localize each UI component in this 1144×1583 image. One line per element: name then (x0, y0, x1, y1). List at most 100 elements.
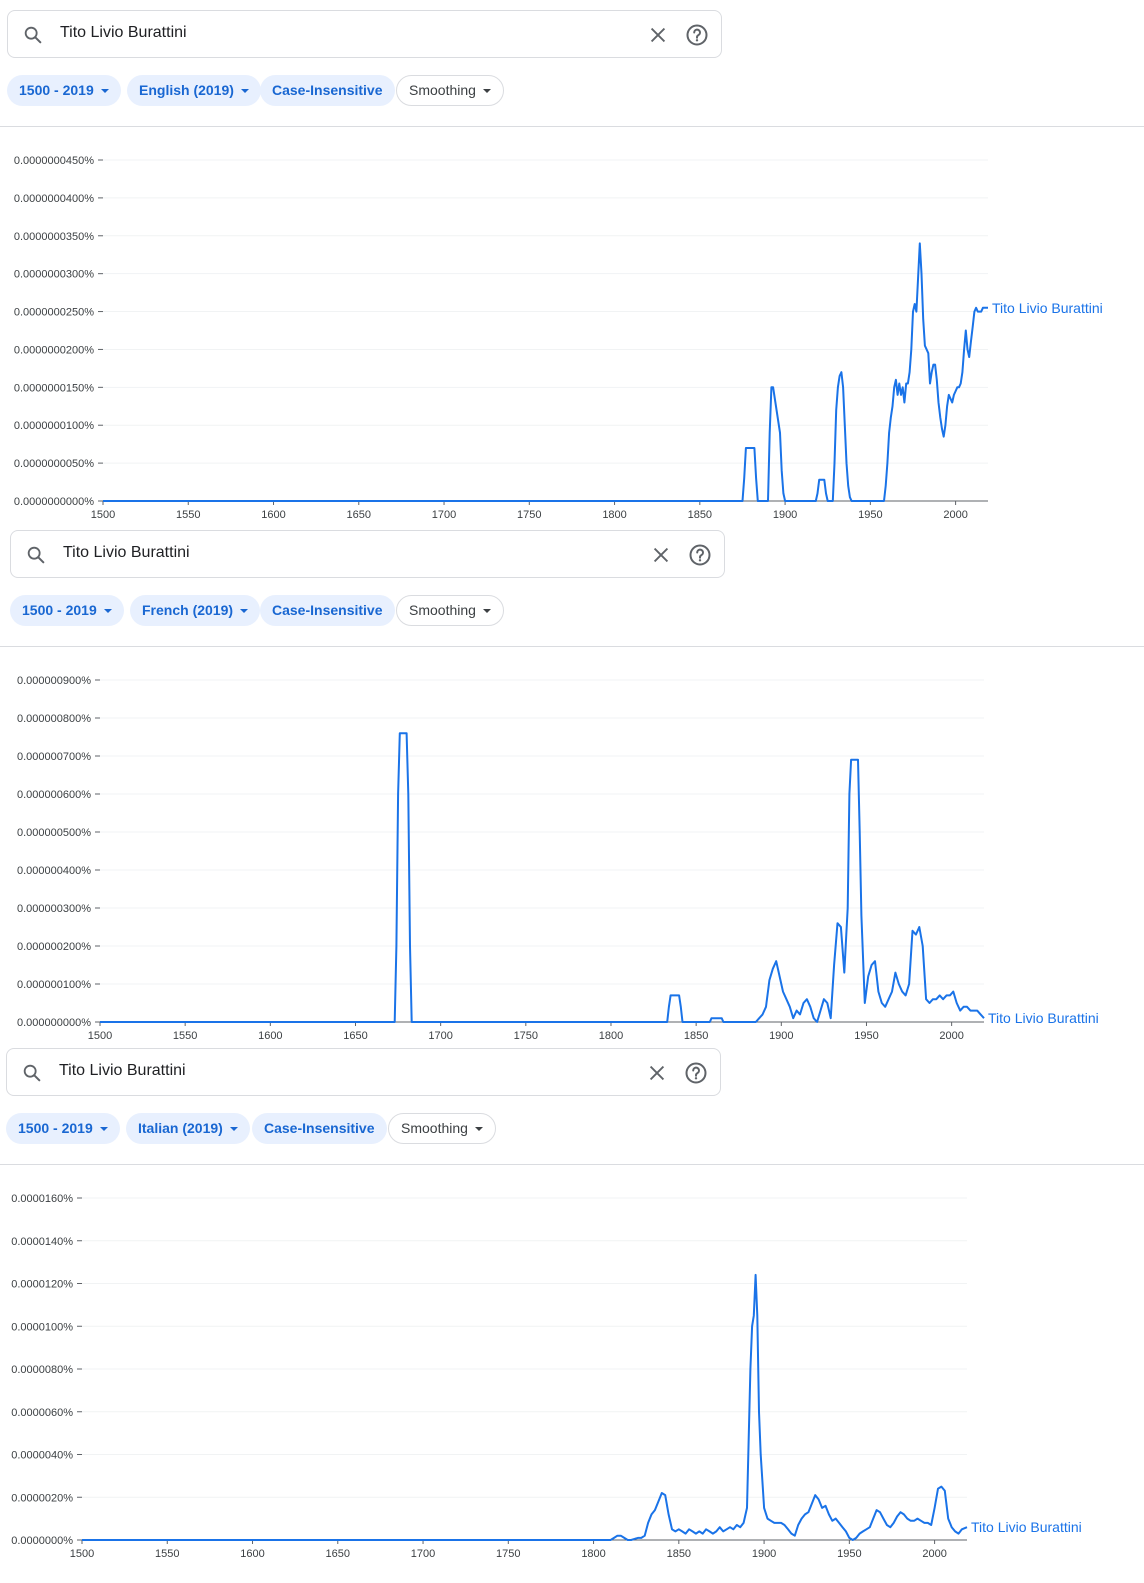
y-tick-label: 0.0000000050% (14, 458, 94, 470)
smoothing-dropdown[interactable]: Smoothing (396, 75, 504, 106)
y-tick-label: 0.0000000400% (14, 193, 94, 205)
case-insensitive-toggle[interactable]: Case-Insensitive (260, 75, 395, 106)
y-tick-label: 0.0000060% (11, 1407, 73, 1419)
chevron-down-icon (229, 1127, 238, 1132)
chevron-down-icon (99, 1127, 108, 1132)
series-line[interactable] (103, 242, 988, 502)
case-label: Case-Insensitive (272, 602, 383, 618)
year-range-label: 1500 - 2019 (19, 82, 94, 98)
chevron-down-icon (482, 609, 491, 614)
y-tick-label: 0.0000000100% (14, 420, 94, 432)
x-tick-label: 1500 (88, 1030, 112, 1042)
ngram-panel-french: Tito Livio Burattini 1500 - 2019 French … (0, 520, 1144, 1042)
y-tick-label: 0.0000120% (11, 1279, 73, 1291)
series-label[interactable]: Tito Livio Burattini (971, 1519, 1082, 1535)
x-tick-label: 1600 (258, 1030, 282, 1042)
y-tick-label: 0.0000020% (11, 1492, 73, 1504)
divider (0, 126, 1144, 127)
case-insensitive-toggle[interactable]: Case-Insensitive (252, 1113, 387, 1144)
year-range-label: 1500 - 2019 (22, 602, 97, 618)
corpus-dropdown[interactable]: French (2019) (130, 595, 261, 626)
x-tick-label: 1900 (769, 1030, 793, 1042)
y-tick-label: 0.000000100% (17, 979, 91, 991)
case-insensitive-toggle[interactable]: Case-Insensitive (260, 595, 395, 626)
x-tick-label: 1900 (773, 509, 797, 521)
y-tick-label: 0.0000000350% (14, 231, 94, 243)
series-line[interactable] (82, 1273, 968, 1541)
x-tick-label: 1850 (667, 1548, 691, 1560)
y-tick-label: 0.0000140% (11, 1236, 73, 1248)
x-tick-label: 1600 (240, 1548, 264, 1560)
y-tick-label: 0.000000900% (17, 675, 91, 687)
help-icon[interactable] (685, 23, 709, 47)
x-tick-label: 1600 (261, 509, 285, 521)
series-label[interactable]: Tito Livio Burattini (988, 1010, 1099, 1026)
x-tick-label: 1500 (91, 509, 115, 521)
search-input[interactable]: Tito Livio Burattini (59, 1062, 186, 1079)
y-tick-label: 0.000000200% (17, 941, 91, 953)
divider (0, 1164, 1144, 1165)
x-tick-label: 1650 (347, 509, 371, 521)
x-tick-label: 1750 (517, 509, 541, 521)
chevron-down-icon (482, 89, 491, 94)
search-bar[interactable]: Tito Livio Burattini (6, 1048, 721, 1096)
close-icon[interactable] (647, 24, 669, 46)
search-bar[interactable]: Tito Livio Burattini (7, 10, 722, 58)
smoothing-dropdown[interactable]: Smoothing (396, 595, 504, 626)
search-bar[interactable]: Tito Livio Burattini (10, 530, 725, 578)
x-tick-label: 1950 (837, 1548, 861, 1560)
search-input[interactable]: Tito Livio Burattini (63, 544, 190, 561)
y-tick-label: 0.0000000450% (14, 155, 94, 167)
y-tick-label: 0.0000000000% (14, 496, 94, 508)
search-icon (27, 546, 45, 564)
year-range-dropdown[interactable]: 1500 - 2019 (7, 75, 121, 106)
y-tick-label: 0.0000160% (11, 1193, 73, 1205)
chevron-down-icon (100, 89, 109, 94)
x-tick-label: 1800 (581, 1548, 605, 1560)
close-icon[interactable] (650, 544, 672, 566)
x-tick-label: 2000 (943, 509, 967, 521)
year-range-dropdown[interactable]: 1500 - 2019 (10, 595, 124, 626)
case-label: Case-Insensitive (272, 82, 383, 98)
x-tick-label: 1550 (176, 509, 200, 521)
x-tick-label: 1750 (514, 1030, 538, 1042)
x-tick-label: 1650 (326, 1548, 350, 1560)
y-tick-label: 0.0000040% (11, 1450, 73, 1462)
search-input[interactable]: Tito Livio Burattini (60, 24, 187, 41)
corpus-label: French (2019) (142, 602, 234, 618)
x-tick-label: 1550 (173, 1030, 197, 1042)
x-tick-label: 1500 (70, 1548, 94, 1560)
y-tick-label: 0.0000000200% (14, 344, 94, 356)
y-tick-label: 0.0000080% (11, 1364, 73, 1376)
ngram-panel-italian: Tito Livio Burattini 1500 - 2019 Italian… (0, 1040, 1144, 1583)
help-icon[interactable] (688, 543, 712, 567)
chevron-down-icon (474, 1127, 483, 1132)
ngram-chart: 0.000000000% 0.000000100% 0.000000200% 0.00… (17, 675, 1099, 1042)
x-tick-label: 1650 (343, 1030, 367, 1042)
ngram-chart: 0.0000000000% 0.0000000050% 0.0000000100% 0… (14, 155, 1103, 521)
close-icon[interactable] (646, 1062, 668, 1084)
year-range-label: 1500 - 2019 (18, 1120, 93, 1136)
ngram-chart: 0.0000000% 0.0000020% 0.0000040% 0.0000060%… (11, 1193, 1082, 1560)
x-tick-label: 2000 (922, 1548, 946, 1560)
year-range-dropdown[interactable]: 1500 - 2019 (6, 1113, 120, 1144)
search-icon (23, 1064, 41, 1082)
x-tick-label: 1850 (688, 509, 712, 521)
y-tick-label: 0.0000000% (11, 1535, 73, 1547)
help-icon[interactable] (684, 1061, 708, 1085)
smoothing-label: Smoothing (409, 602, 476, 618)
corpus-dropdown[interactable]: English (2019) (127, 75, 261, 106)
series-label[interactable]: Tito Livio Burattini (992, 300, 1103, 316)
x-tick-label: 1700 (428, 1030, 452, 1042)
search-icon (24, 26, 42, 44)
series-line[interactable] (100, 732, 985, 1023)
x-tick-label: 1950 (854, 1030, 878, 1042)
y-tick-label: 0.0000000250% (14, 307, 94, 319)
x-tick-label: 1750 (496, 1548, 520, 1560)
y-tick-label: 0.000000700% (17, 751, 91, 763)
smoothing-dropdown[interactable]: Smoothing (388, 1113, 496, 1144)
x-tick-label: 1850 (684, 1030, 708, 1042)
chevron-down-icon (240, 89, 249, 94)
x-tick-label: 1950 (858, 509, 882, 521)
corpus-dropdown[interactable]: Italian (2019) (126, 1113, 250, 1144)
